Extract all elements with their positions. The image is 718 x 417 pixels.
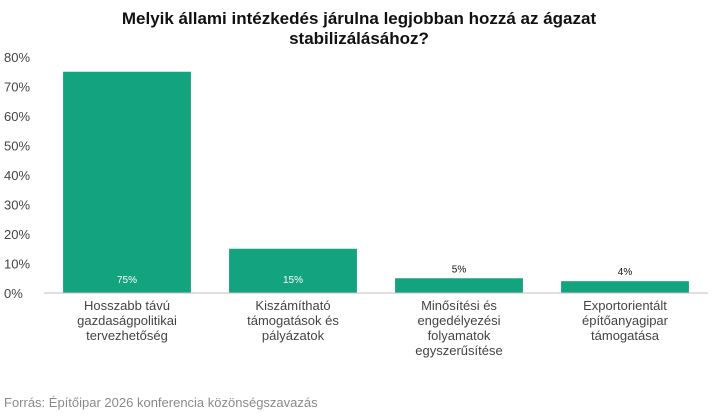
x-axis: Hosszabb távúgazdaságpolitikaitervezhető… <box>44 292 708 358</box>
bar-data-label: 75% <box>117 275 137 286</box>
x-tick-label: engedélyezési <box>417 313 500 328</box>
x-tick-label: Hosszabb távú <box>84 298 170 313</box>
bar-data-label: 5% <box>452 264 467 275</box>
y-tick-label: 20% <box>4 227 30 242</box>
bar <box>229 248 357 293</box>
bar <box>395 278 523 293</box>
bar <box>561 281 689 293</box>
x-tick-label: gazdaságpolitikai <box>77 313 177 328</box>
y-tick-label: 40% <box>4 168 30 183</box>
bar-data-label: 15% <box>283 275 303 286</box>
x-tick-label: pályázatok <box>262 328 325 343</box>
y-axis: 0% 10% 20% 30% 40% 50% 60% 70% 80% <box>4 50 30 301</box>
x-tick-label: egyszerűsítése <box>415 343 502 358</box>
bars: 75% 15% 5% 4% <box>63 71 689 293</box>
y-tick-label: 50% <box>4 139 30 154</box>
x-tick-label: Kiszámítható <box>255 298 330 313</box>
source-note: Forrás: Építőipar 2026 konferencia közön… <box>4 395 318 410</box>
y-tick-label: 80% <box>4 50 30 65</box>
y-tick-label: 10% <box>4 257 30 272</box>
x-tick-label: építőanyagipar <box>582 313 669 328</box>
x-tick-label: Exportorientált <box>583 298 667 313</box>
chart-title-line: stabilizálásához? <box>289 29 429 48</box>
chart-title-line: Melyik állami intézkedés járulna legjobb… <box>122 9 597 28</box>
y-tick-label: 60% <box>4 109 30 124</box>
bar-data-label: 4% <box>618 267 633 278</box>
x-tick-label: Minősítési és <box>421 298 497 313</box>
x-tick-label: tervezhetőség <box>86 328 168 343</box>
y-tick-label: 30% <box>4 198 30 213</box>
chart-title: Melyik állami intézkedés járulna legjobb… <box>122 9 597 48</box>
x-tick-label: támogatások és <box>247 313 339 328</box>
y-tick-label: 0% <box>4 286 23 301</box>
bar <box>63 71 191 293</box>
x-tick-label: támogatása <box>591 328 660 343</box>
x-tick-label: folyamatok <box>428 328 491 343</box>
y-tick-label: 70% <box>4 80 30 95</box>
